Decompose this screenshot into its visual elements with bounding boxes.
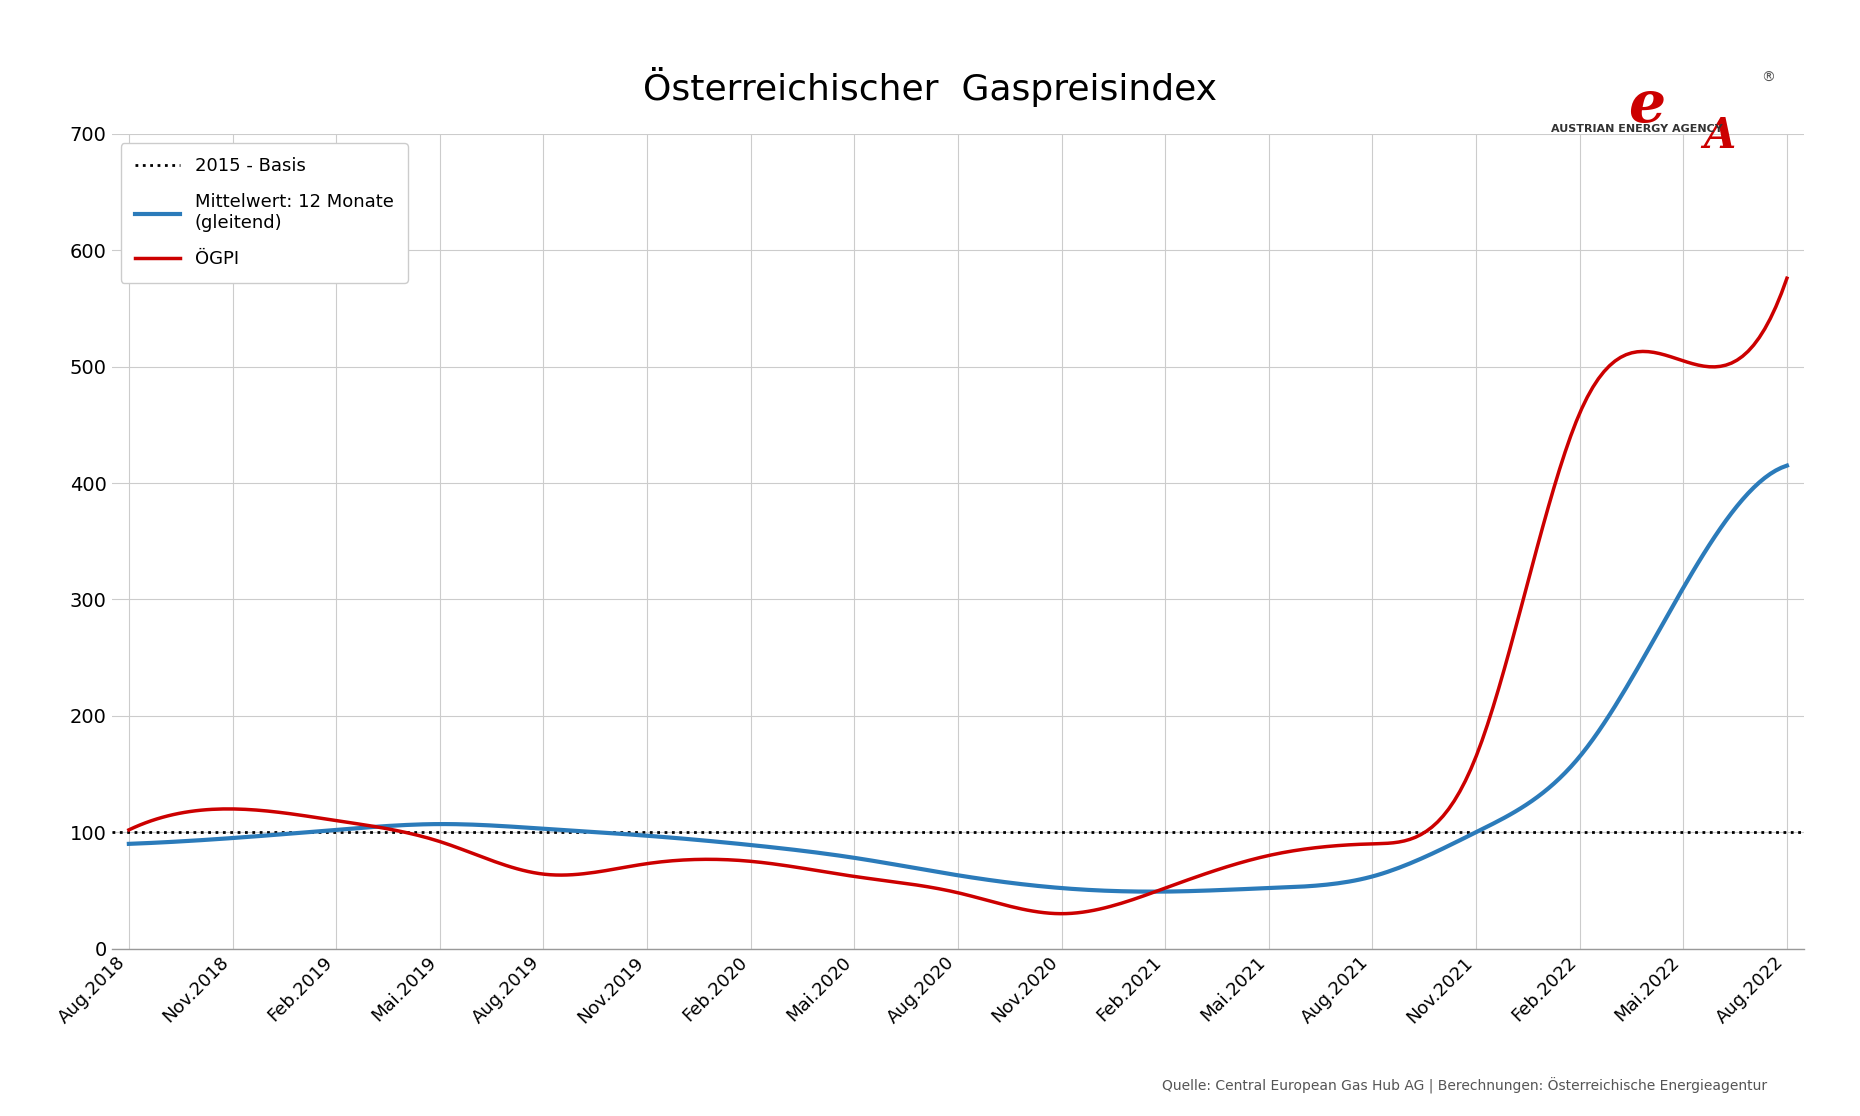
Text: e: e [1629,78,1665,135]
Legend: 2015 - Basis, Mittelwert: 12 Monate
(gleitend), ÖGPI: 2015 - Basis, Mittelwert: 12 Monate (gle… [121,143,407,282]
Text: Österreichischer  Gaspreisindex: Österreichischer Gaspreisindex [644,67,1216,107]
Text: A: A [1704,115,1735,156]
Text: ®: ® [1761,70,1774,85]
Text: Quelle: Central European Gas Hub AG | Berechnungen: Österreichische Energieagent: Quelle: Central European Gas Hub AG | Be… [1162,1077,1767,1094]
Text: AUSTRIAN ENERGY AGENCY: AUSTRIAN ENERGY AGENCY [1551,124,1722,134]
